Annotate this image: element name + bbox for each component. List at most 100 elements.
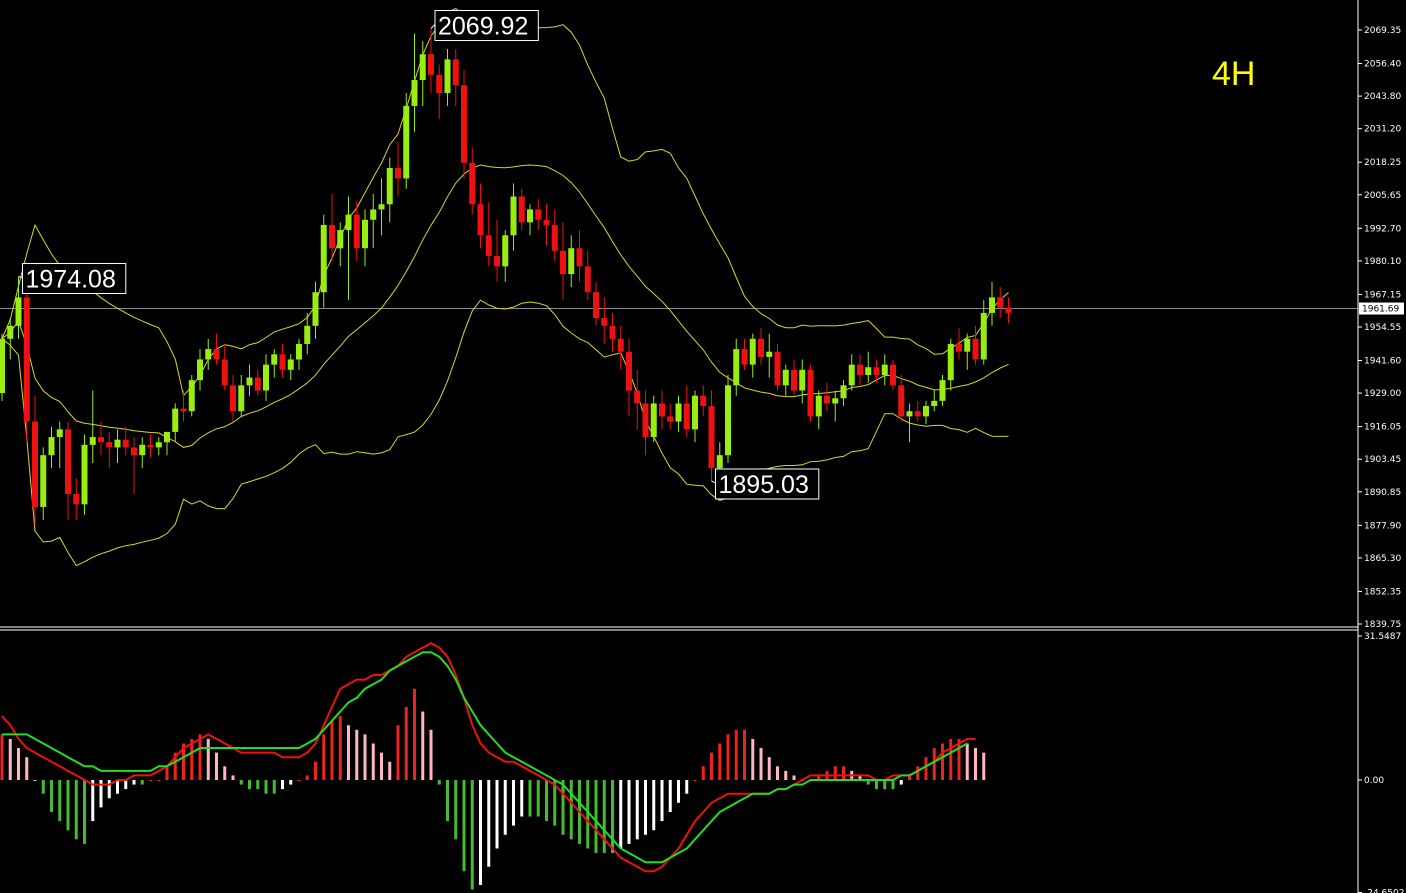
macd-histogram-bar bbox=[281, 780, 284, 790]
candle bbox=[106, 431, 113, 469]
candle bbox=[923, 400, 929, 425]
candle-body bbox=[48, 437, 55, 456]
macd-histogram-bar bbox=[627, 780, 631, 844]
candle-body bbox=[873, 367, 880, 375]
candle-body bbox=[518, 196, 525, 223]
candle-body bbox=[164, 431, 170, 443]
macd-histogram-bar bbox=[965, 743, 969, 780]
candle-body bbox=[815, 395, 822, 417]
candle bbox=[403, 92, 410, 189]
candle bbox=[543, 204, 550, 246]
macd-histogram-bar bbox=[916, 766, 920, 780]
macd-histogram-bar bbox=[891, 780, 895, 790]
macd-histogram-bar bbox=[338, 716, 342, 780]
candle bbox=[642, 390, 649, 456]
candle-body bbox=[428, 54, 434, 75]
candle-body bbox=[700, 395, 707, 407]
candle bbox=[205, 338, 212, 370]
price-tick-label: 2005.65 bbox=[1364, 191, 1401, 201]
candle-body bbox=[667, 416, 674, 422]
candle bbox=[527, 204, 533, 236]
candle bbox=[807, 364, 814, 422]
candle-body bbox=[683, 403, 690, 430]
candle bbox=[832, 390, 839, 422]
candle bbox=[626, 338, 632, 417]
candle-body bbox=[345, 214, 352, 231]
candle bbox=[23, 292, 30, 443]
candle bbox=[692, 390, 698, 443]
candle bbox=[873, 359, 880, 383]
macd-histogram-bar bbox=[561, 780, 565, 835]
callout-label: 1895.03 bbox=[719, 471, 809, 499]
macd-histogram-bar bbox=[198, 734, 202, 780]
macd-histogram-bar bbox=[660, 780, 664, 822]
candle-body bbox=[617, 338, 624, 352]
candle bbox=[230, 374, 236, 422]
price-panel[interactable] bbox=[0, 7, 1358, 567]
candle bbox=[469, 147, 476, 215]
candle-body bbox=[386, 168, 393, 205]
macd-histogram-bar bbox=[215, 752, 218, 780]
candle-body bbox=[708, 406, 715, 469]
candle-body bbox=[560, 250, 566, 275]
candle-body bbox=[568, 248, 575, 275]
callout-pointer bbox=[430, 24, 436, 29]
candle bbox=[428, 28, 434, 93]
candle bbox=[139, 437, 146, 469]
macd-histogram-bar bbox=[413, 688, 416, 780]
candle-body bbox=[840, 385, 847, 399]
callout-box bbox=[22, 262, 127, 294]
macd-histogram-bar bbox=[297, 780, 301, 781]
candle bbox=[989, 281, 995, 326]
candle-body bbox=[502, 235, 509, 267]
candle-body bbox=[452, 59, 459, 86]
candle bbox=[180, 390, 187, 422]
candle-body bbox=[716, 455, 723, 469]
candle bbox=[411, 33, 418, 132]
candle-body bbox=[180, 408, 187, 412]
candle bbox=[758, 328, 764, 365]
candle bbox=[700, 385, 707, 417]
current-price-tag bbox=[1359, 302, 1404, 315]
candle-body bbox=[411, 80, 418, 106]
candle bbox=[906, 403, 913, 443]
macd-histogram-bar bbox=[619, 780, 623, 849]
candle bbox=[304, 312, 311, 355]
macd-histogram-bar bbox=[594, 780, 598, 854]
candle bbox=[287, 354, 294, 381]
macd-histogram-bar bbox=[446, 780, 449, 822]
candle bbox=[444, 49, 451, 106]
candle-body bbox=[32, 421, 38, 507]
candle bbox=[15, 276, 22, 339]
candle-body bbox=[799, 369, 806, 391]
macd-histogram-bar bbox=[503, 780, 507, 835]
candle bbox=[799, 359, 806, 404]
macd-histogram-bar bbox=[314, 761, 317, 780]
macd-histogram-bar bbox=[25, 757, 29, 780]
callout-label: 1974.08 bbox=[26, 265, 116, 293]
macd-histogram-bar bbox=[495, 780, 499, 849]
candle-body bbox=[155, 442, 162, 448]
macd-histogram-bar bbox=[17, 748, 20, 780]
candle bbox=[164, 431, 170, 456]
macd-histogram-bar bbox=[924, 757, 928, 780]
macd-histogram-bar bbox=[371, 743, 375, 780]
candle bbox=[766, 333, 773, 378]
macd-histogram-bar bbox=[520, 780, 524, 817]
candle bbox=[947, 338, 954, 391]
macd-histogram-bar bbox=[429, 729, 433, 780]
candle bbox=[964, 333, 971, 370]
candle bbox=[0, 333, 5, 401]
candle-body bbox=[980, 312, 987, 360]
candle bbox=[914, 400, 921, 422]
macd-histogram-bar bbox=[668, 780, 672, 812]
candle-body bbox=[485, 235, 492, 256]
macd-histogram-bar bbox=[396, 725, 400, 780]
macd-histogram-bar bbox=[710, 752, 713, 780]
macd-tick-label: -24.6502 bbox=[1364, 889, 1404, 893]
macd-panel[interactable] bbox=[0, 641, 986, 890]
candle bbox=[741, 338, 748, 370]
macd-histogram-bar bbox=[206, 738, 210, 780]
macd-histogram-bar bbox=[701, 766, 705, 780]
